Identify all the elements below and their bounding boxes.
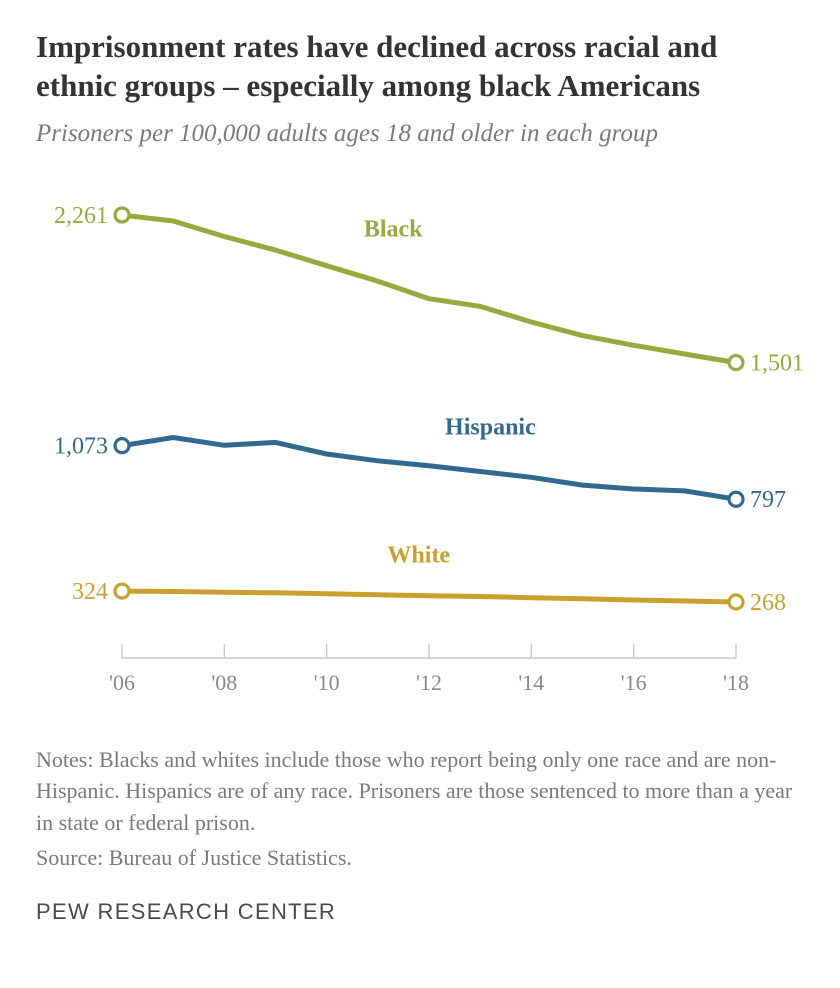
svg-text:'14: '14 — [518, 670, 544, 695]
chart-subtitle: Prisoners per 100,000 adults ages 18 and… — [36, 120, 804, 148]
chart-area: '06 '08 '10 '12 '14 '16 '18 2,261 1,501 Black 1,07… — [36, 166, 804, 726]
series-marker-black — [729, 355, 743, 369]
publisher-brand: PEW RESEARCH CENTER — [36, 899, 804, 925]
series-marker-hispanic — [115, 438, 129, 452]
series-label-white: White — [387, 542, 450, 568]
series-label-black: Black — [364, 216, 423, 242]
chart-title: Imprisonment rates have declined across … — [36, 28, 804, 106]
end-value-black: 1,501 — [750, 350, 804, 376]
svg-text:'06: '06 — [109, 670, 135, 695]
series-line-hispanic — [122, 437, 736, 499]
end-value-white: 268 — [750, 589, 786, 615]
line-chart-svg: '06 '08 '10 '12 '14 '16 '18 2,261 1,501 Black 1,07… — [36, 166, 804, 726]
svg-text:'12: '12 — [416, 670, 442, 695]
series-label-hispanic: Hispanic — [445, 414, 536, 440]
series-line-white — [122, 591, 736, 602]
series-marker-black — [115, 207, 129, 221]
svg-text:'16: '16 — [621, 670, 647, 695]
end-value-hispanic: 797 — [750, 487, 786, 513]
chart-notes: Notes: Blacks and whites include those w… — [36, 744, 804, 840]
svg-text:'10: '10 — [314, 670, 340, 695]
chart-source: Source: Bureau of Justice Statistics. — [36, 845, 804, 871]
start-value-black: 2,261 — [54, 202, 108, 228]
svg-text:'18: '18 — [723, 670, 749, 695]
series-marker-white — [115, 584, 129, 598]
start-value-white: 324 — [72, 579, 108, 605]
series-marker-white — [729, 594, 743, 608]
svg-text:'08: '08 — [211, 670, 237, 695]
start-value-hispanic: 1,073 — [54, 433, 108, 459]
series-line-black — [122, 215, 736, 363]
series-marker-hispanic — [729, 492, 743, 506]
